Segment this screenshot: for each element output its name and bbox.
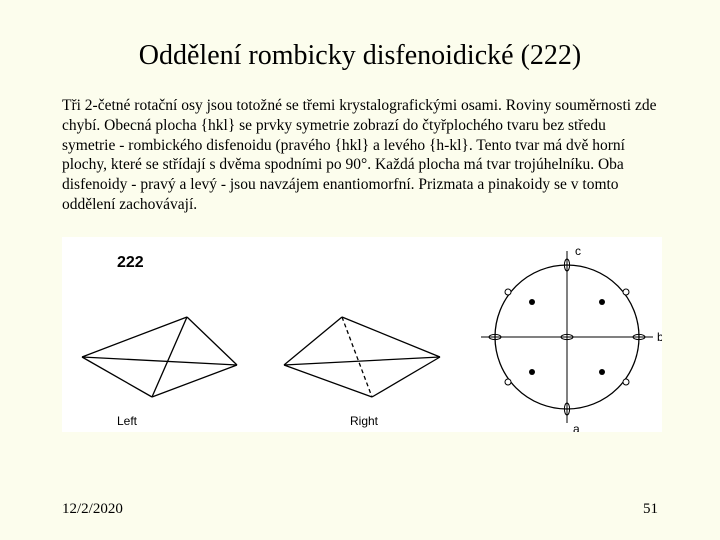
footer-page-number: 51 <box>643 501 658 518</box>
figure-svg: 222 Left Right c b a <box>62 237 662 432</box>
slide: Oddělení rombicky disfenoidické (222) Tř… <box>0 0 720 540</box>
figure-container: 222 Left Right c b a <box>62 237 662 432</box>
svg-text:b: b <box>657 330 662 344</box>
svg-text:Left: Left <box>117 414 138 428</box>
svg-text:Right: Right <box>350 414 379 428</box>
svg-text:222: 222 <box>117 254 144 271</box>
slide-title: Oddělení rombicky disfenoidické (222) <box>62 40 658 72</box>
slide-body-text: Tři 2-četné rotační osy jsou totožné se … <box>62 96 658 215</box>
svg-text:c: c <box>575 244 581 258</box>
svg-text:a: a <box>573 422 580 432</box>
footer-date: 12/2/2020 <box>62 501 123 518</box>
